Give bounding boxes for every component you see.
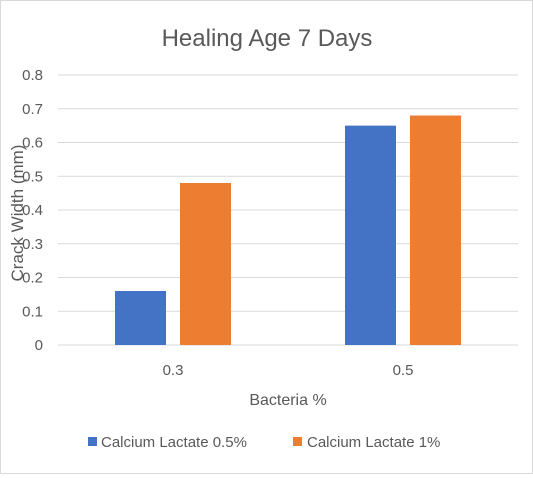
legend-swatch (293, 437, 302, 446)
chart-title: Healing Age 7 Days (162, 25, 373, 52)
bar (410, 115, 461, 345)
y-tick-label: 0.5 (22, 168, 43, 185)
y-tick-label: 0.4 (22, 202, 43, 219)
x-axis-tick-labels: 0.3 0.5 (163, 362, 414, 379)
legend-swatch (88, 437, 97, 446)
y-tick-label: 0.3 (22, 236, 43, 253)
x-tick-label: 0.3 (163, 362, 184, 379)
bars (115, 115, 461, 345)
y-tick-label: 0.7 (22, 101, 43, 118)
y-tick-label: 0.6 (22, 135, 43, 152)
y-tick-label: 0.8 (22, 67, 43, 84)
x-axis-label: Bacteria % (249, 392, 326, 409)
bar (180, 183, 231, 345)
x-tick-label: 0.5 (393, 362, 414, 379)
y-axis-tick-labels: 0 0.1 0.2 0.3 0.4 0.5 0.6 0.7 0.8 (22, 67, 43, 354)
legend-label: Calcium Lactate 0.5% (101, 434, 247, 451)
y-tick-label: 0.2 (22, 270, 43, 287)
legend-label: Calcium Lactate 1% (307, 434, 440, 451)
bar (345, 125, 396, 345)
bar (115, 291, 166, 345)
y-tick-label: 0.1 (22, 303, 43, 320)
legend: Calcium Lactate 0.5% Calcium Lactate 1% (88, 434, 440, 451)
y-tick-label: 0 (35, 337, 43, 354)
y-axis-label: Crack Width (mm) (8, 145, 27, 282)
